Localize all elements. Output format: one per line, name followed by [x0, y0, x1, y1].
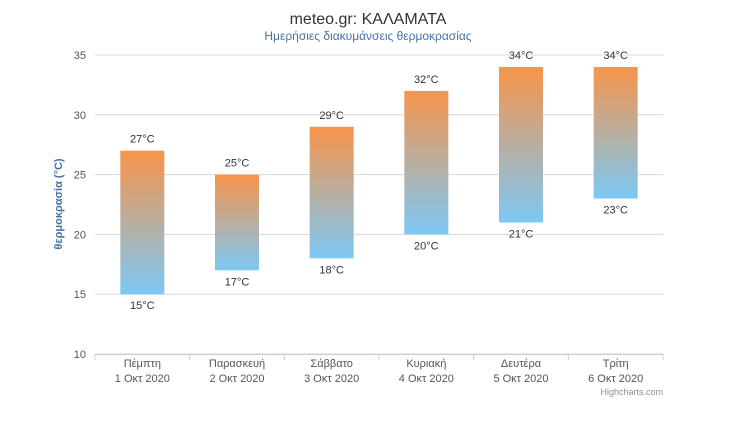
high-temp-label: 32°C: [414, 74, 439, 86]
credits-link[interactable]: Highcharts.com: [600, 387, 663, 397]
chart-title: meteo.gr: ΚΑΛΑΜΑΤΑ: [290, 11, 447, 28]
x-tick-day: Σάββατο: [310, 358, 352, 370]
low-temp-label: 23°C: [603, 205, 628, 217]
y-axis-label: θερμοκρασία (°C): [53, 158, 65, 250]
temperature-range-bar[interactable]: [120, 150, 165, 295]
temperature-range-bar[interactable]: [593, 66, 638, 199]
low-temp-label: 20°C: [414, 240, 439, 252]
grid-lines: [95, 54, 663, 355]
x-tick-date: 1 Οκτ 2020: [115, 373, 170, 385]
y-tick-label: 15: [74, 289, 86, 301]
high-temp-label: 29°C: [319, 110, 344, 122]
x-tick-day: Πέμπτη: [124, 358, 161, 370]
x-tick-day: Παρασκευή: [209, 358, 265, 370]
low-temp-label: 21°C: [509, 228, 534, 240]
low-temp-label: 18°C: [319, 264, 344, 276]
y-axis-ticks: 10 15 20 25 30 35: [74, 50, 86, 361]
temperature-range-bar[interactable]: [215, 174, 259, 271]
y-tick-label: 35: [74, 50, 86, 62]
x-tick-date: 2 Οκτ 2020: [209, 373, 264, 385]
x-tick-date: 6 Οκτ 2020: [588, 373, 643, 385]
low-temp-label: 17°C: [225, 276, 250, 288]
temperature-range-bar[interactable]: [309, 126, 354, 259]
y-tick-label: 20: [74, 229, 86, 241]
temperature-range-bar[interactable]: [499, 66, 543, 223]
y-tick-label: 10: [74, 349, 86, 361]
low-temp-label: 15°C: [130, 300, 155, 312]
x-tick-day: Δευτέρα: [501, 358, 542, 370]
temperature-range-bar[interactable]: [404, 90, 449, 235]
high-temp-label: 34°C: [509, 50, 534, 62]
bars: [120, 66, 638, 295]
x-tick-day: Τρίτη: [603, 358, 629, 370]
high-temp-label: 25°C: [225, 158, 250, 170]
y-tick-label: 25: [74, 170, 86, 182]
x-tick-date: 4 Οκτ 2020: [399, 373, 454, 385]
chart-subtitle: Ημερήσιες διακυμάνσεις θερμοκρασίας: [264, 29, 471, 43]
x-tick-date: 5 Οκτ 2020: [493, 373, 548, 385]
high-temp-label: 27°C: [130, 134, 155, 146]
x-axis: Πέμπτη 1 Οκτ 2020 Παρασκευή 2 Οκτ 2020 Σάββα…: [94, 354, 664, 385]
x-tick-date: 3 Οκτ 2020: [304, 373, 359, 385]
data-labels: 27°C 15°C 25°C 17°C 29°C 18°C 32°C 20°C 34°C 21°C…: [130, 50, 628, 312]
y-tick-label: 30: [74, 110, 86, 122]
high-temp-label: 34°C: [603, 50, 628, 62]
x-tick-day: Κυριακή: [406, 358, 446, 370]
